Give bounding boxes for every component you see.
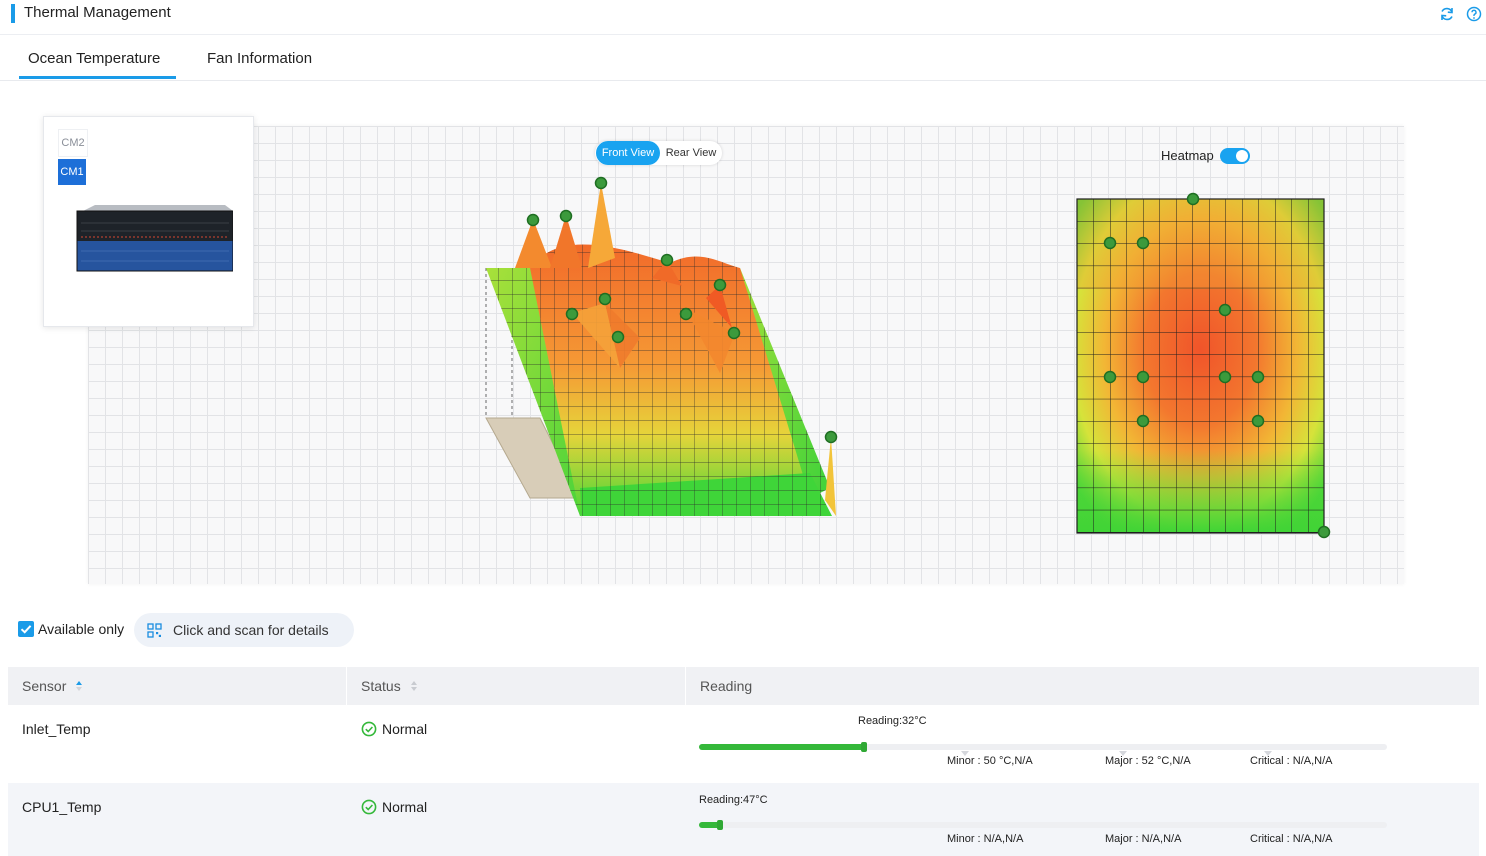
heatmap-label: Heatmap	[1161, 148, 1214, 163]
server-chassis-image	[76, 205, 233, 272]
check-circle-icon	[361, 721, 377, 737]
thermal-3d-surface[interactable]	[470, 168, 850, 528]
minor-threshold: Minor : N/A,N/A	[947, 833, 1024, 845]
critical-threshold: Critical : N/A,N/A	[1250, 755, 1333, 767]
available-only-label: Available only	[38, 621, 125, 637]
check-circle-icon	[361, 799, 377, 815]
sensor-name: Inlet_Temp	[22, 721, 91, 737]
view-toggle: Front View Rear View	[595, 141, 722, 165]
major-threshold-marker	[1119, 751, 1127, 756]
tab-bar: Ocean Temperature Fan Information	[0, 38, 1486, 81]
reading-bar-marker	[861, 742, 868, 752]
refresh-icon[interactable]	[1439, 6, 1455, 22]
title-accent	[11, 4, 15, 23]
sort-icon[interactable]	[410, 680, 418, 692]
minor-threshold: Minor : 50 °C,N/A	[947, 755, 1033, 767]
reading-bar-fill	[699, 744, 865, 750]
major-threshold: Major : N/A,N/A	[1105, 833, 1182, 845]
heatmap-toggle[interactable]	[1220, 148, 1250, 164]
module-cm1-button[interactable]: CM1	[58, 159, 86, 185]
page-title: Thermal Management	[24, 4, 171, 21]
status-text: Normal	[382, 721, 428, 737]
help-icon[interactable]	[1466, 6, 1482, 22]
column-status-label: Status	[361, 678, 401, 694]
sort-asc-icon[interactable]	[75, 680, 83, 692]
sensor-table-header: Sensor Status Reading	[8, 667, 1479, 705]
check-icon	[20, 625, 32, 634]
minor-threshold-marker	[961, 751, 969, 756]
reading-value: Reading:47°C	[699, 794, 768, 806]
available-only-checkbox[interactable]	[18, 621, 34, 637]
tab-ocean-temperature[interactable]: Ocean Temperature	[28, 50, 161, 67]
column-status[interactable]: Status	[361, 678, 418, 694]
column-divider	[685, 667, 686, 705]
front-view-button[interactable]: Front View	[596, 141, 660, 165]
table-row[interactable]: Inlet_Temp Normal Reading:32°C Minor : 5…	[8, 705, 1479, 783]
critical-threshold-marker	[1264, 751, 1272, 756]
column-sensor[interactable]: Sensor	[22, 678, 83, 694]
reading-progress-bar	[699, 742, 1387, 752]
title-bar: Thermal Management	[0, 0, 1486, 35]
reading-bar-marker	[716, 820, 723, 830]
critical-threshold: Critical : N/A,N/A	[1250, 833, 1333, 845]
scan-details-label: Click and scan for details	[173, 622, 329, 638]
device-card: CM2 CM1	[43, 116, 254, 327]
tab-fan-information[interactable]: Fan Information	[207, 50, 313, 67]
toggle-knob	[1236, 150, 1248, 162]
column-reading: Reading	[700, 678, 753, 694]
module-cm2-button[interactable]: CM2	[58, 129, 88, 157]
status-text: Normal	[382, 799, 428, 815]
table-row[interactable]: CPU1_Temp Normal Reading:47°C Minor : N/…	[8, 783, 1479, 856]
qr-scan-icon	[147, 623, 162, 638]
major-threshold: Major : 52 °C,N/A	[1105, 755, 1191, 767]
reading-bar-fill	[699, 822, 720, 828]
rear-view-button[interactable]: Rear View	[665, 147, 717, 159]
column-divider	[346, 667, 347, 705]
thermal-heatmap[interactable]	[1072, 190, 1334, 542]
sensor-name: CPU1_Temp	[22, 799, 102, 815]
column-sensor-label: Sensor	[22, 678, 67, 694]
scan-details-button[interactable]: Click and scan for details	[134, 613, 354, 647]
reading-value: Reading:32°C	[858, 715, 927, 727]
active-tab-indicator	[19, 76, 176, 79]
reading-progress-bar	[699, 820, 1387, 830]
